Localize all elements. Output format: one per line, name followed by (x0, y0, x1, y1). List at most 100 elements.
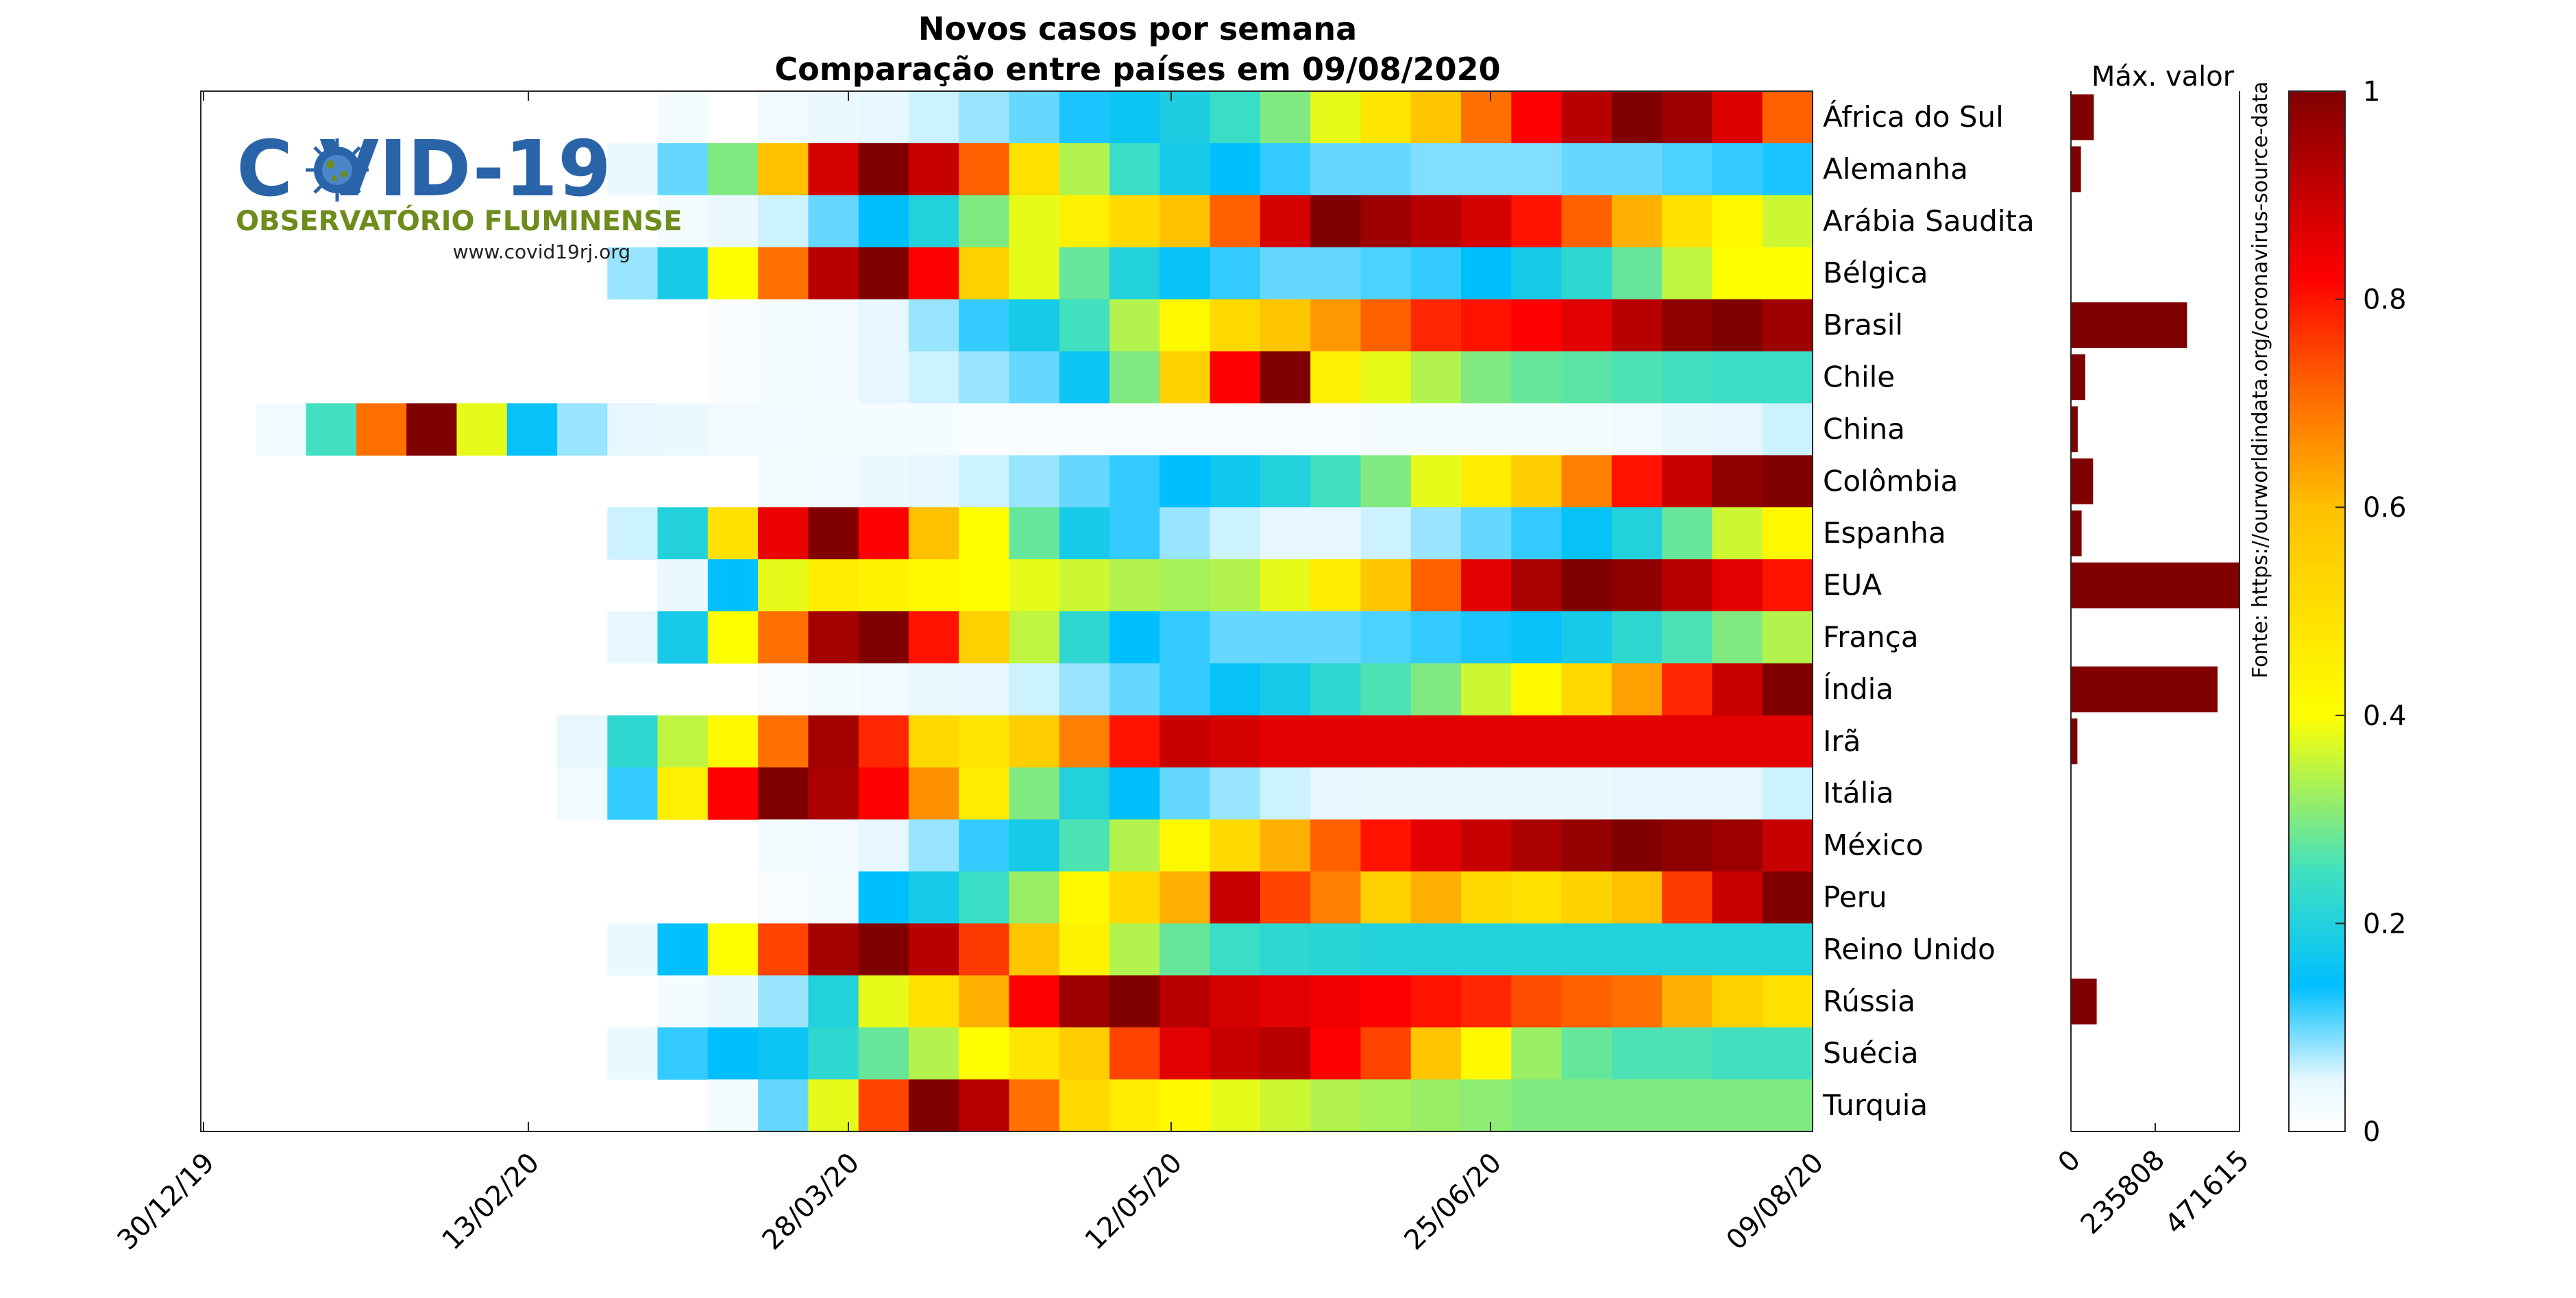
heatmap-cell (1712, 559, 1763, 612)
heatmap-cell (858, 923, 909, 976)
heatmap-cell (1511, 975, 1562, 1028)
heatmap-cell (1611, 299, 1663, 352)
heatmap-cell (808, 91, 859, 144)
heatmap-cell (1210, 403, 1261, 456)
heatmap-cell (1762, 611, 1813, 664)
heatmap-cell (1009, 195, 1060, 248)
heatmap-cell (1561, 247, 1612, 300)
heatmap-cell (1762, 403, 1813, 456)
heatmap-cell (1310, 975, 1362, 1028)
heatmap-cell (1762, 91, 1813, 144)
virus-icon (306, 138, 369, 201)
heatmap-cell (1712, 403, 1763, 456)
heatmap-cell (858, 1079, 909, 1131)
heatmap-cell (607, 143, 659, 196)
max-value-bar (2071, 406, 2078, 452)
heatmap-cell (707, 923, 759, 976)
heatmap-cell (1712, 871, 1763, 924)
heatmap-cell (1461, 1027, 1512, 1080)
heatmap-cell (758, 403, 809, 456)
heatmap-cell (1009, 819, 1060, 872)
heatmap-cell (1109, 143, 1161, 196)
heatmap-cell (808, 767, 859, 820)
heatmap-cell (1160, 507, 1211, 560)
chart-title: Novos casos por semana (918, 10, 1357, 47)
heatmap-cell (707, 351, 759, 404)
heatmap-cell (1561, 455, 1612, 508)
heatmap-cell (657, 507, 709, 560)
heatmap-cell (808, 715, 859, 768)
heatmap-cell (1009, 715, 1060, 768)
heatmap-cell (1160, 195, 1211, 248)
heatmap-cell (1310, 1079, 1362, 1131)
heatmap-cell (1360, 247, 1412, 300)
heatmap-cell (1109, 663, 1161, 716)
heatmap-cell (1611, 403, 1663, 456)
heatmap-cell (1611, 819, 1663, 872)
heatmap-cell (808, 923, 859, 976)
heatmap-cell (1611, 351, 1663, 404)
colorbar-ticks: 0 0.2 0.4 0.6 0.8 1 (2335, 76, 2407, 1148)
heatmap-cell (808, 611, 859, 664)
heatmap-cell (1461, 247, 1512, 300)
heatmap-cell (1210, 871, 1261, 924)
heatmap-cell (1762, 1027, 1813, 1080)
heatmap-cell (908, 143, 959, 196)
heatmap-cell (1310, 247, 1362, 300)
heatmap-cell (1410, 195, 1462, 248)
country-label: EUA (1823, 568, 1882, 602)
heatmap-cell (1310, 871, 1362, 924)
heatmap-cell (858, 247, 909, 300)
heatmap-cell (1260, 351, 1311, 404)
colorbar-tick-label: 0 (2363, 1116, 2380, 1148)
heatmap-cell (1210, 247, 1261, 300)
heatmap-cell (1360, 923, 1412, 976)
heatmap-cell (1210, 299, 1261, 352)
heatmap-cell (1160, 351, 1211, 404)
heatmap-cell (1611, 507, 1663, 560)
heatmap-cell (1511, 455, 1562, 508)
heatmap-cell (1762, 559, 1813, 612)
heatmap-cell (1662, 91, 1713, 144)
heatmap-cell (1009, 871, 1060, 924)
heatmap-cell (1410, 403, 1462, 456)
heatmap-cell (557, 767, 609, 820)
heatmap-cell (1160, 91, 1211, 144)
x-tick-label: 12/05/20 (1079, 1147, 1189, 1257)
heatmap-cell (758, 975, 809, 1028)
heatmap-cell (1712, 351, 1763, 404)
heatmap-cell (1210, 195, 1261, 248)
chart-subtitle: Comparação entre países em 09/08/2020 (774, 51, 1500, 88)
heatmap-cell (1059, 247, 1110, 300)
heatmap-cell (758, 871, 809, 924)
heatmap-cell (808, 351, 859, 404)
heatmap-cell (1160, 247, 1211, 300)
heatmap-cell (1109, 403, 1161, 456)
heatmap-cell (1561, 923, 1612, 976)
heatmap-cell (1260, 299, 1311, 352)
heatmap-cell (1561, 143, 1612, 196)
heatmap-cell (1461, 403, 1512, 456)
heatmap-cell (1561, 351, 1612, 404)
heatmap-cell (908, 923, 959, 976)
heatmap-cell (1712, 611, 1763, 664)
heatmap-cell (1160, 455, 1211, 508)
heatmap-cell (1009, 143, 1060, 196)
heatmap-cell (1611, 1027, 1663, 1080)
heatmap-cell (1009, 975, 1060, 1028)
heatmap-cell (908, 507, 959, 560)
heatmap-cell (1009, 403, 1060, 456)
heatmap-cell (1109, 559, 1161, 612)
heatmap-cell (1762, 975, 1813, 1028)
heatmap-cell (1360, 663, 1412, 716)
heatmap-cell (1410, 351, 1462, 404)
heatmap-cell (1109, 299, 1161, 352)
heatmap-cell (959, 403, 1010, 456)
max-value-bar (2071, 94, 2094, 140)
heatmap-cell (657, 299, 709, 352)
heatmap-cell (858, 871, 909, 924)
heatmap-cell (1260, 923, 1311, 976)
heatmap-cell (1762, 767, 1813, 820)
heatmap-cell (1611, 91, 1663, 144)
heatmap-cell (1712, 663, 1763, 716)
